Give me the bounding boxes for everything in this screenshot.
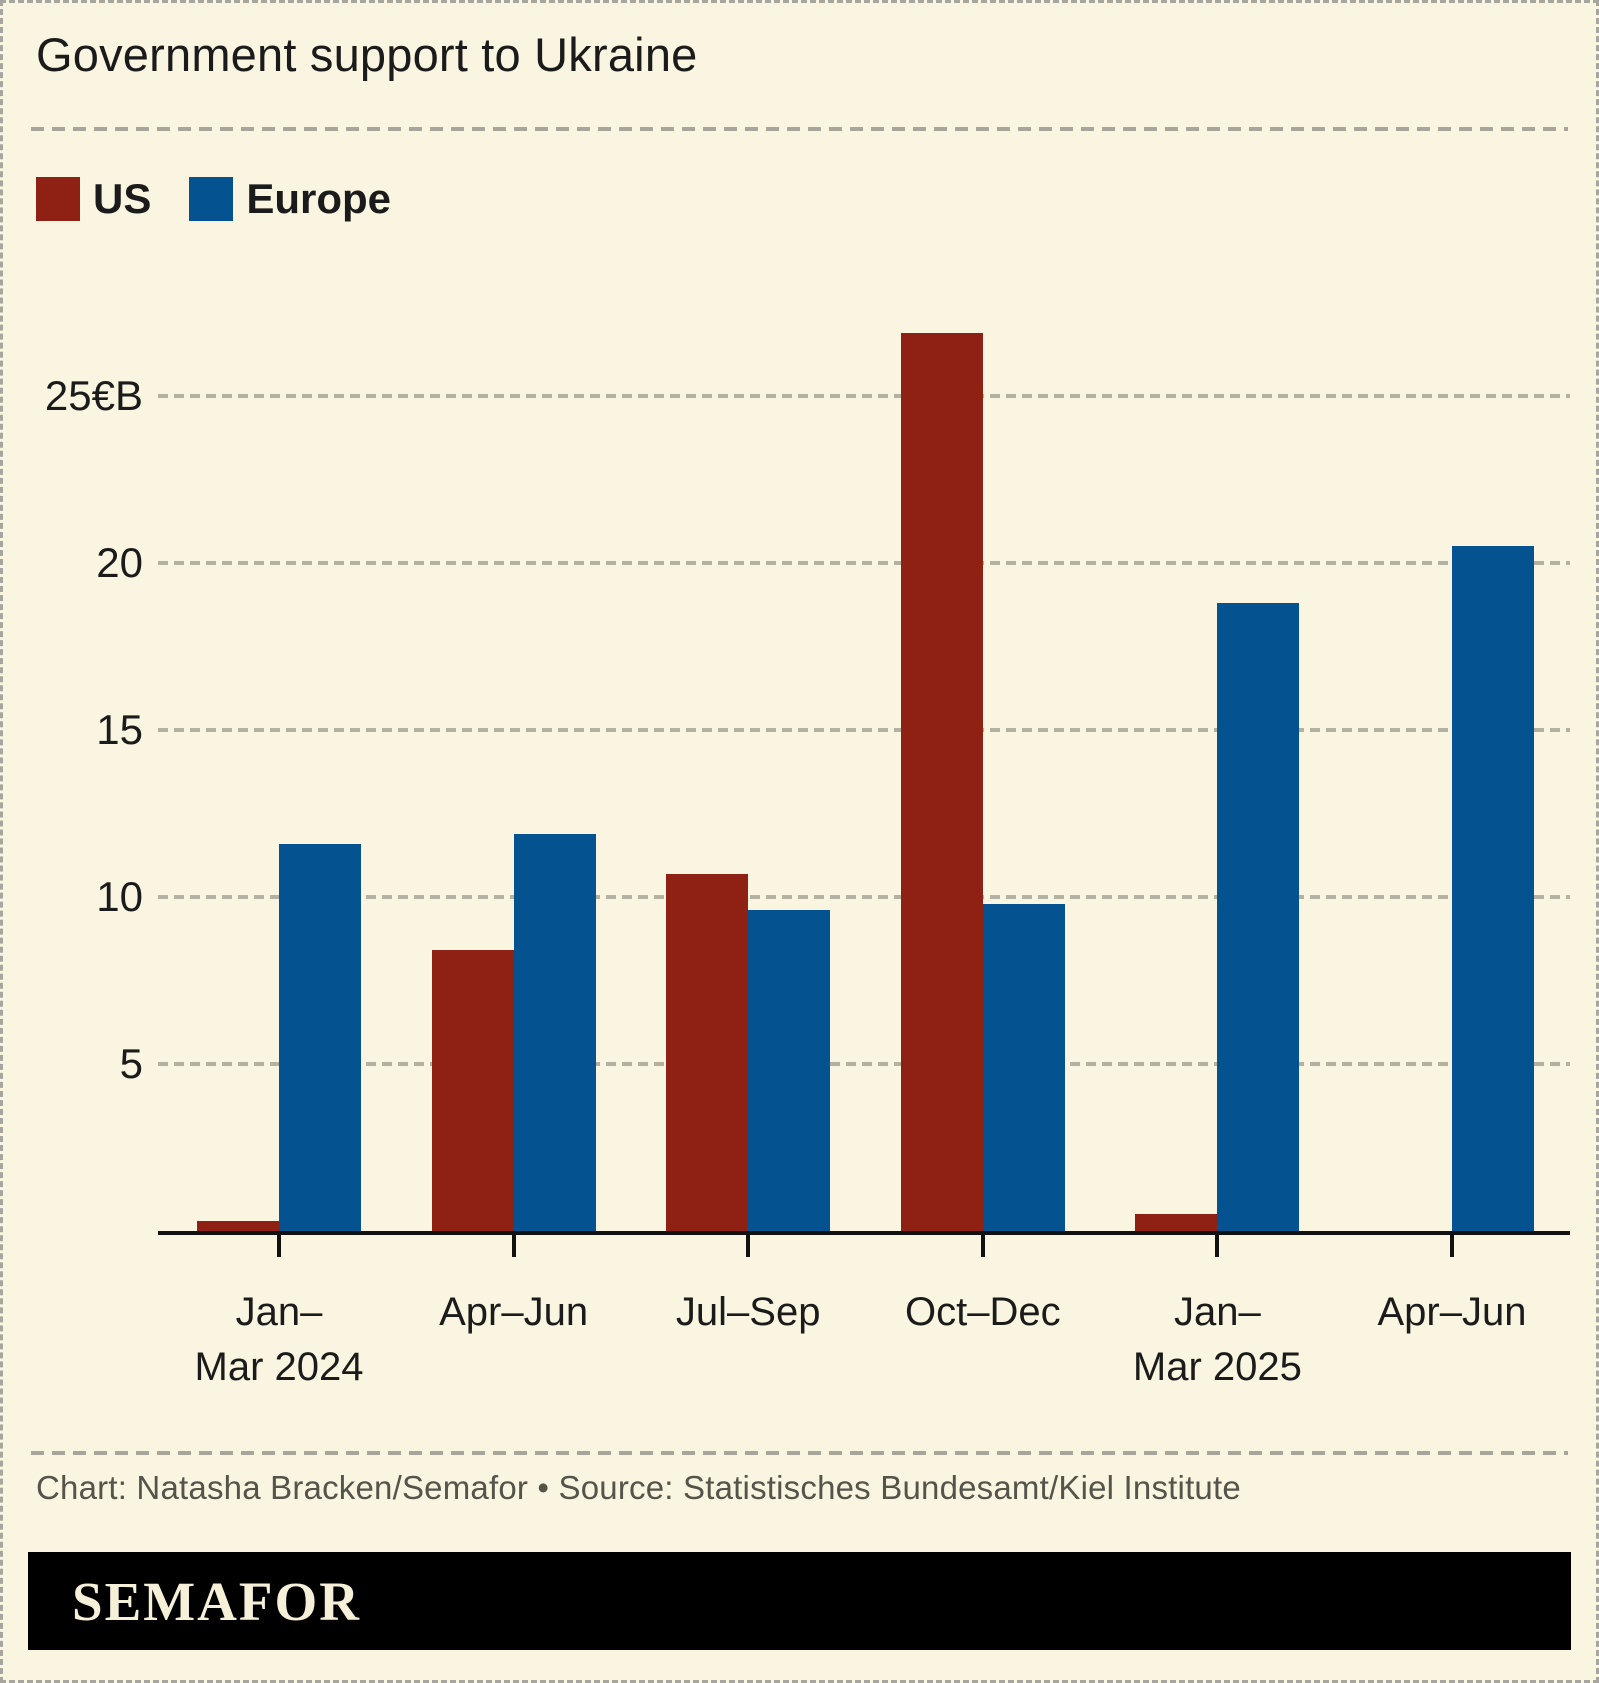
x-axis-label: Oct–Dec (904, 1290, 1061, 1334)
bar-europe (1452, 546, 1534, 1231)
legend-swatch-us-icon (36, 177, 80, 221)
y-axis-tick-label: 20 (96, 539, 143, 586)
legend-label-us: US (93, 175, 152, 222)
bar-europe (982, 903, 1065, 1231)
y-axis-tick-label: 25€B (44, 372, 143, 419)
legend-item-europe: Europe (189, 175, 391, 223)
x-axis-label: Apr–Jun (439, 1290, 589, 1334)
bar-europe (279, 843, 361, 1231)
bar-europe (513, 833, 596, 1231)
bar-us (900, 332, 983, 1231)
gridline (158, 1062, 1570, 1066)
x-axis-tick (746, 1235, 751, 1257)
y-axis-tick-label: 5 (119, 1040, 143, 1087)
x-axis-label: Jul–Sep (675, 1290, 821, 1334)
x-axis-tick (1215, 1235, 1220, 1257)
x-axis-tick (511, 1235, 516, 1257)
bar-europe (1217, 603, 1300, 1231)
legend-swatch-europe-icon (189, 177, 234, 221)
bar-us (666, 873, 749, 1231)
gridline (158, 728, 1570, 732)
gridline (158, 394, 1570, 398)
x-axis-tick (1450, 1235, 1454, 1257)
x-axis-tick (980, 1235, 985, 1257)
y-axis-tick-label: 15 (96, 706, 143, 753)
x-axis-line (158, 1231, 1570, 1235)
chart-title: Government support to Ukraine (36, 28, 698, 81)
bar-europe (748, 910, 831, 1231)
x-axis-tick (277, 1235, 281, 1257)
legend-item-us: US (36, 175, 151, 223)
semafor-logo: SEMAFOR (72, 1570, 361, 1632)
bar-us (431, 950, 514, 1231)
x-axis-label: Jan– Mar 2025 (1132, 1290, 1302, 1390)
gridline (158, 561, 1570, 565)
bottom-divider (31, 1451, 1568, 1455)
y-axis-tick-label: 10 (96, 873, 143, 920)
credit-line: Chart: Natasha Bracken/Semafor • Source:… (36, 1469, 1241, 1506)
legend-label-europe: Europe (246, 175, 392, 222)
brand-bar: SEMAFOR (28, 1552, 1571, 1650)
x-axis-label: Apr–Jun (1377, 1290, 1527, 1334)
bar-us (1135, 1214, 1218, 1231)
x-axis-label: Jan– Mar 2024 (194, 1290, 364, 1390)
bar-us (197, 1220, 279, 1231)
top-divider (31, 127, 1568, 131)
legend: US Europe (36, 175, 391, 223)
gridline (158, 895, 1570, 899)
bar-chart: 5 10 15 20 25€B Jan– Mar 2024 Apr–Jun Jul–Sep Oct… (3, 3, 1596, 1680)
